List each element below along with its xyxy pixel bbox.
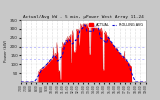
Legend: ACTUAL, ROLLING AVG: ACTUAL, ROLLING AVG <box>88 22 144 28</box>
Y-axis label: Power (kW): Power (kW) <box>4 40 8 62</box>
Title: Actual/Avg kW - 5 min, μPower West Array 11-24: Actual/Avg kW - 5 min, μPower West Array… <box>23 15 144 19</box>
